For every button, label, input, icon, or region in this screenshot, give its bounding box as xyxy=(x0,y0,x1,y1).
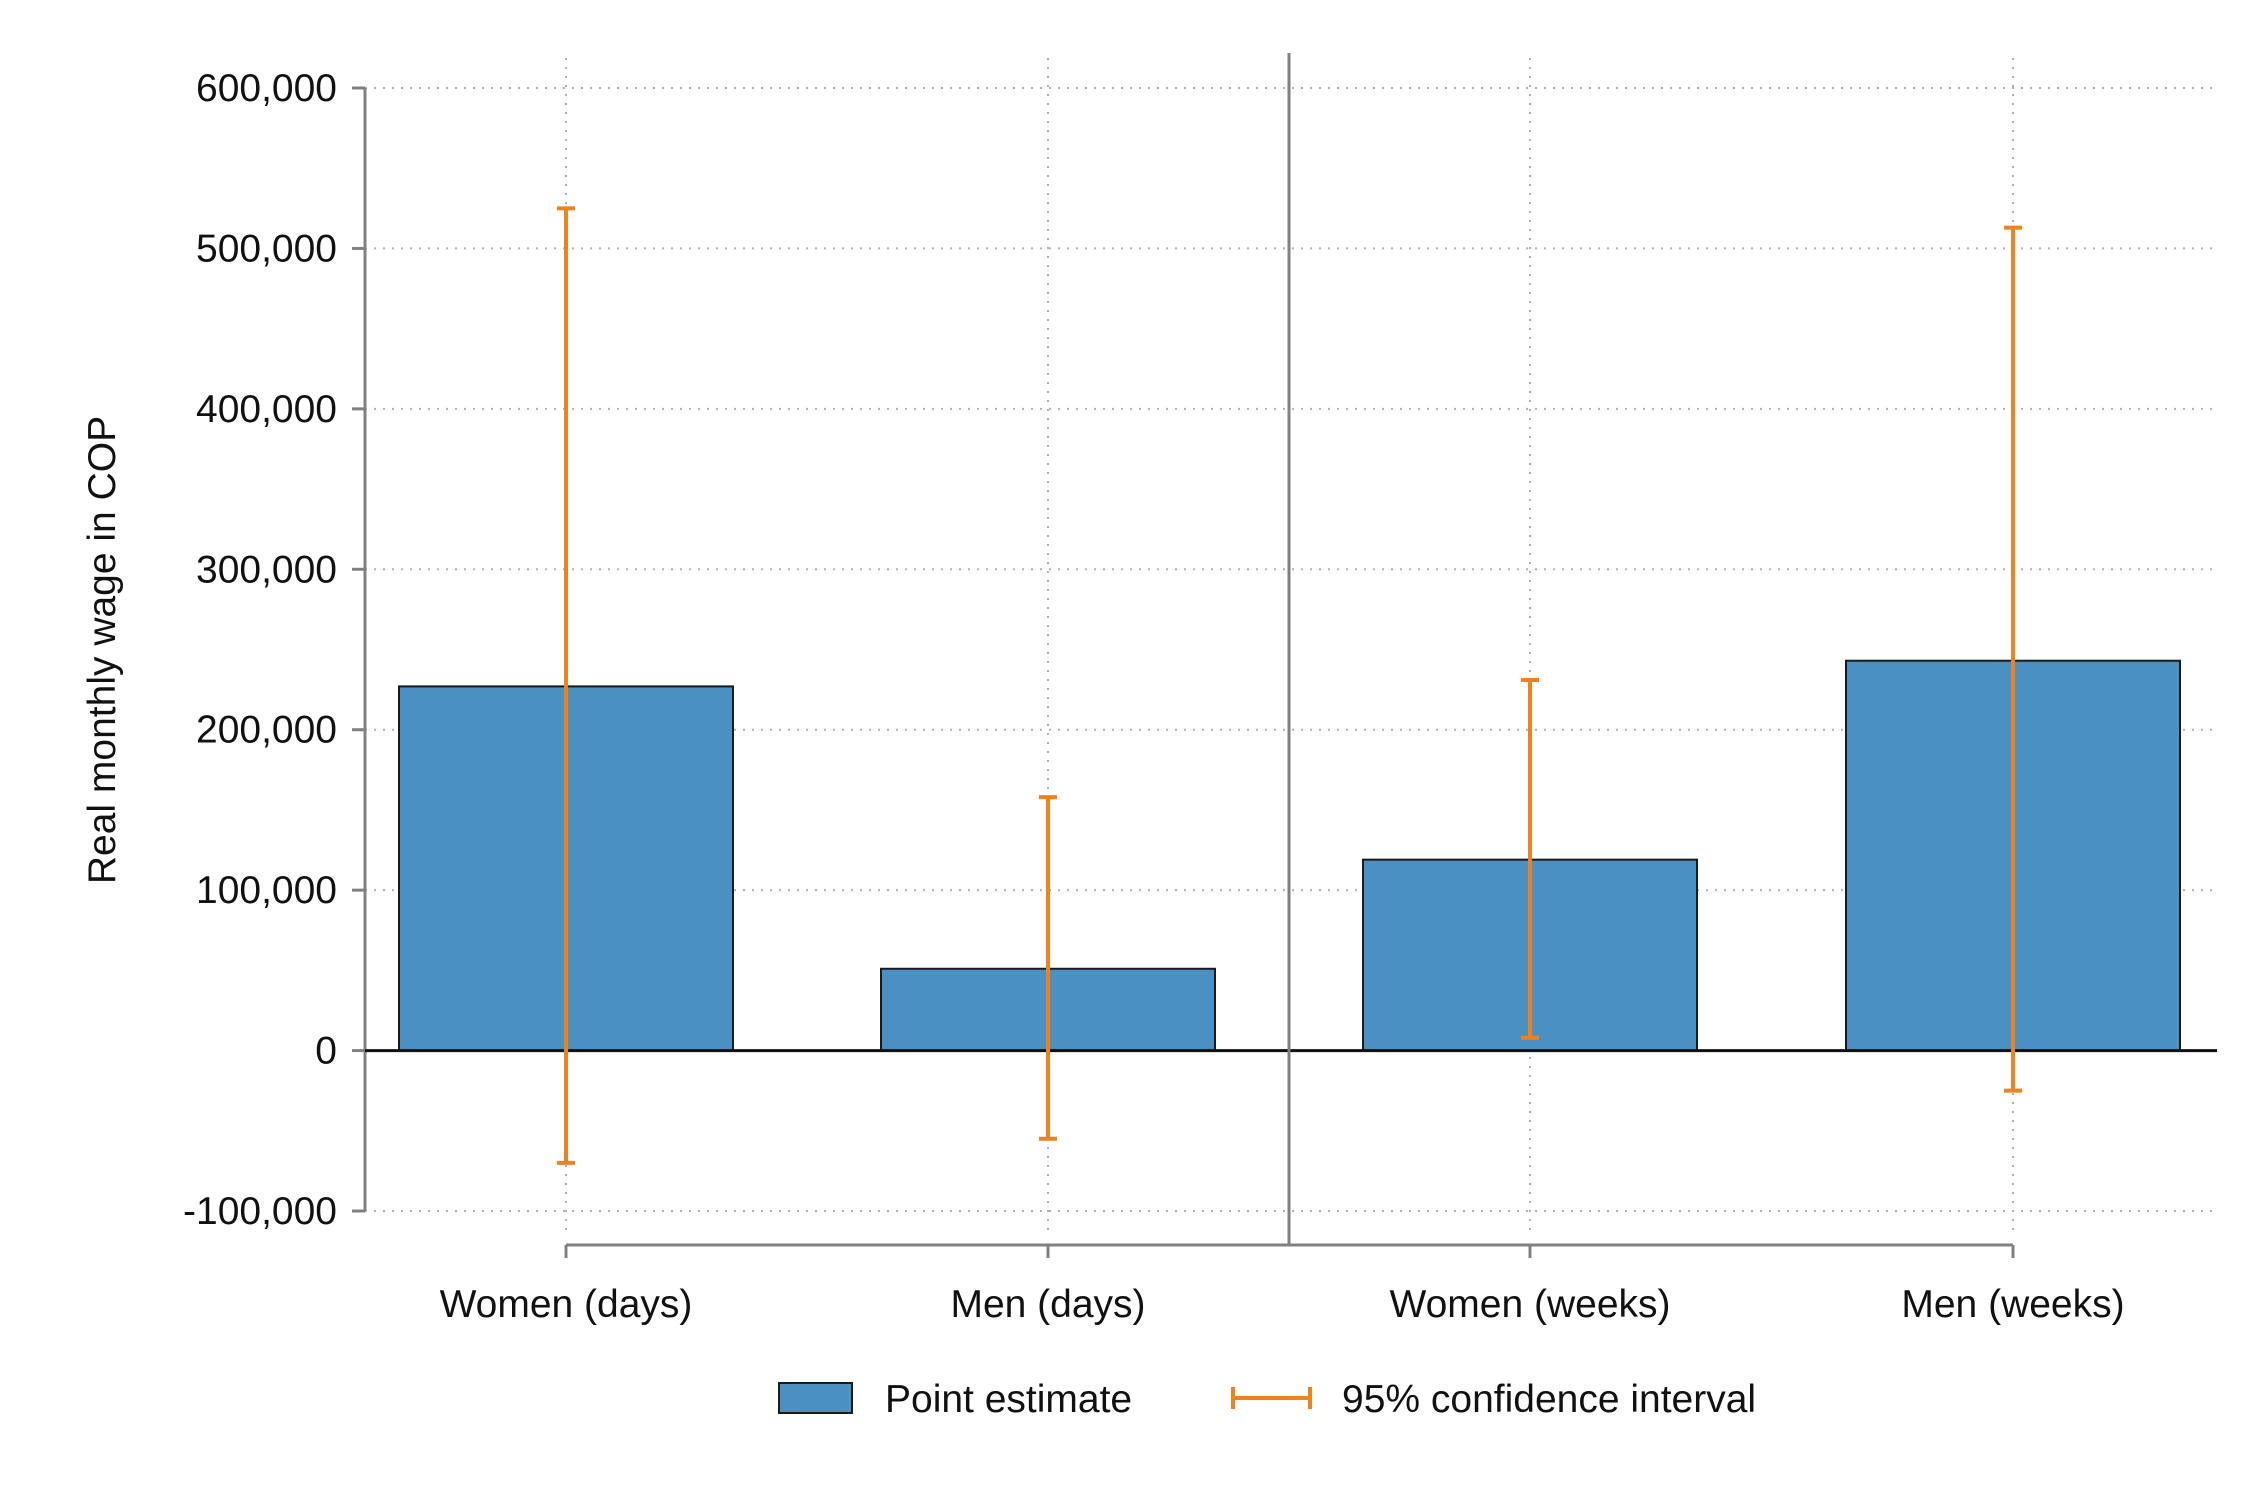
ci-whisker xyxy=(2004,225,2022,1093)
x-tick-label: Women (days) xyxy=(440,1283,693,1326)
legend: Point estimate 95% confidence interval xyxy=(778,1378,1756,1421)
y-tick-label: 500,000 xyxy=(196,227,337,270)
y-axis-title: Real monthly wage in COP xyxy=(81,416,124,884)
y-tick-label: 300,000 xyxy=(196,548,337,591)
axes xyxy=(363,53,2217,1247)
ci-whisker xyxy=(557,206,575,1165)
x-tick-label: Women (weeks) xyxy=(1389,1283,1670,1326)
y-tick-label: 600,000 xyxy=(196,67,337,110)
x-axis-ticks: Women (days) Men (days) Women (weeks) Men (… xyxy=(440,1245,2125,1326)
x-tick-label: Men (days) xyxy=(950,1283,1145,1326)
ci-whisker xyxy=(1521,677,1539,1040)
ci-whisker xyxy=(1039,795,1057,1141)
legend-label-point-estimate: Point estimate xyxy=(885,1378,1132,1421)
x-tick-label: Men (weeks) xyxy=(1901,1283,2124,1326)
legend-swatch-confidence-interval xyxy=(1231,1387,1312,1409)
legend-label-confidence-interval: 95% confidence interval xyxy=(1342,1378,1756,1421)
y-tick-label: 100,000 xyxy=(196,869,337,912)
y-tick-label: 0 xyxy=(315,1030,337,1073)
y-tick-label: 200,000 xyxy=(196,709,337,752)
y-tick-label: 400,000 xyxy=(196,388,337,431)
legend-swatch-point-estimate xyxy=(778,1382,853,1414)
y-tick-label: -100,000 xyxy=(183,1190,337,1233)
y-axis-ticks: -100,000 0 100,000 200,000 300,000 400,000 500… xyxy=(183,67,365,1233)
confidence-intervals xyxy=(557,206,2022,1165)
